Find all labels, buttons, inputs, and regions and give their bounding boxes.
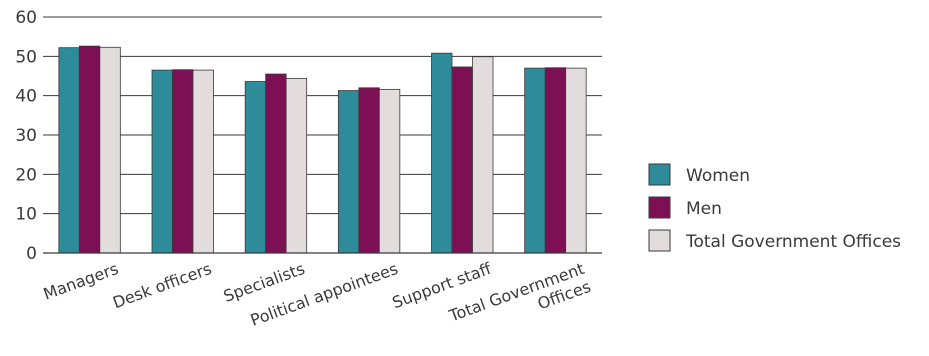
bar [472,56,494,254]
bar [358,87,380,254]
bar [431,52,453,254]
bar [544,67,567,254]
bar [565,67,587,254]
legend: Women Men Total Government Offices [648,163,901,252]
y-tick-label: 50 [15,47,37,67]
legend-label: Women [686,166,750,186]
y-tick-label: 20 [15,165,37,185]
legend-swatch [648,163,671,186]
bar [99,46,121,254]
y-tick-label: 0 [26,244,37,264]
bar [192,69,214,254]
bar [78,45,101,254]
y-axis-ticks: 0 10 20 30 40 50 60 [15,8,37,264]
bar [151,69,173,254]
legend-label: Men [686,199,722,219]
bar [337,90,360,254]
bar [265,73,287,254]
bar [524,67,546,254]
x-tick-label: Managers [41,259,121,304]
y-tick-label: 40 [15,87,37,107]
legend-swatch [648,229,671,252]
x-tick-label: Desk officers [110,259,214,312]
bar [285,77,308,254]
legend-swatch [648,196,671,219]
legend-label: Total Government Offices [685,232,901,252]
bar [58,47,80,254]
bar [244,81,267,254]
bars [58,45,587,254]
bar [378,88,401,254]
y-tick-label: 10 [15,205,37,225]
gridlines [43,16,602,215]
y-tick-label: 30 [15,126,37,146]
bar [451,66,473,254]
y-tick-label: 60 [15,8,37,28]
bar [172,69,194,254]
